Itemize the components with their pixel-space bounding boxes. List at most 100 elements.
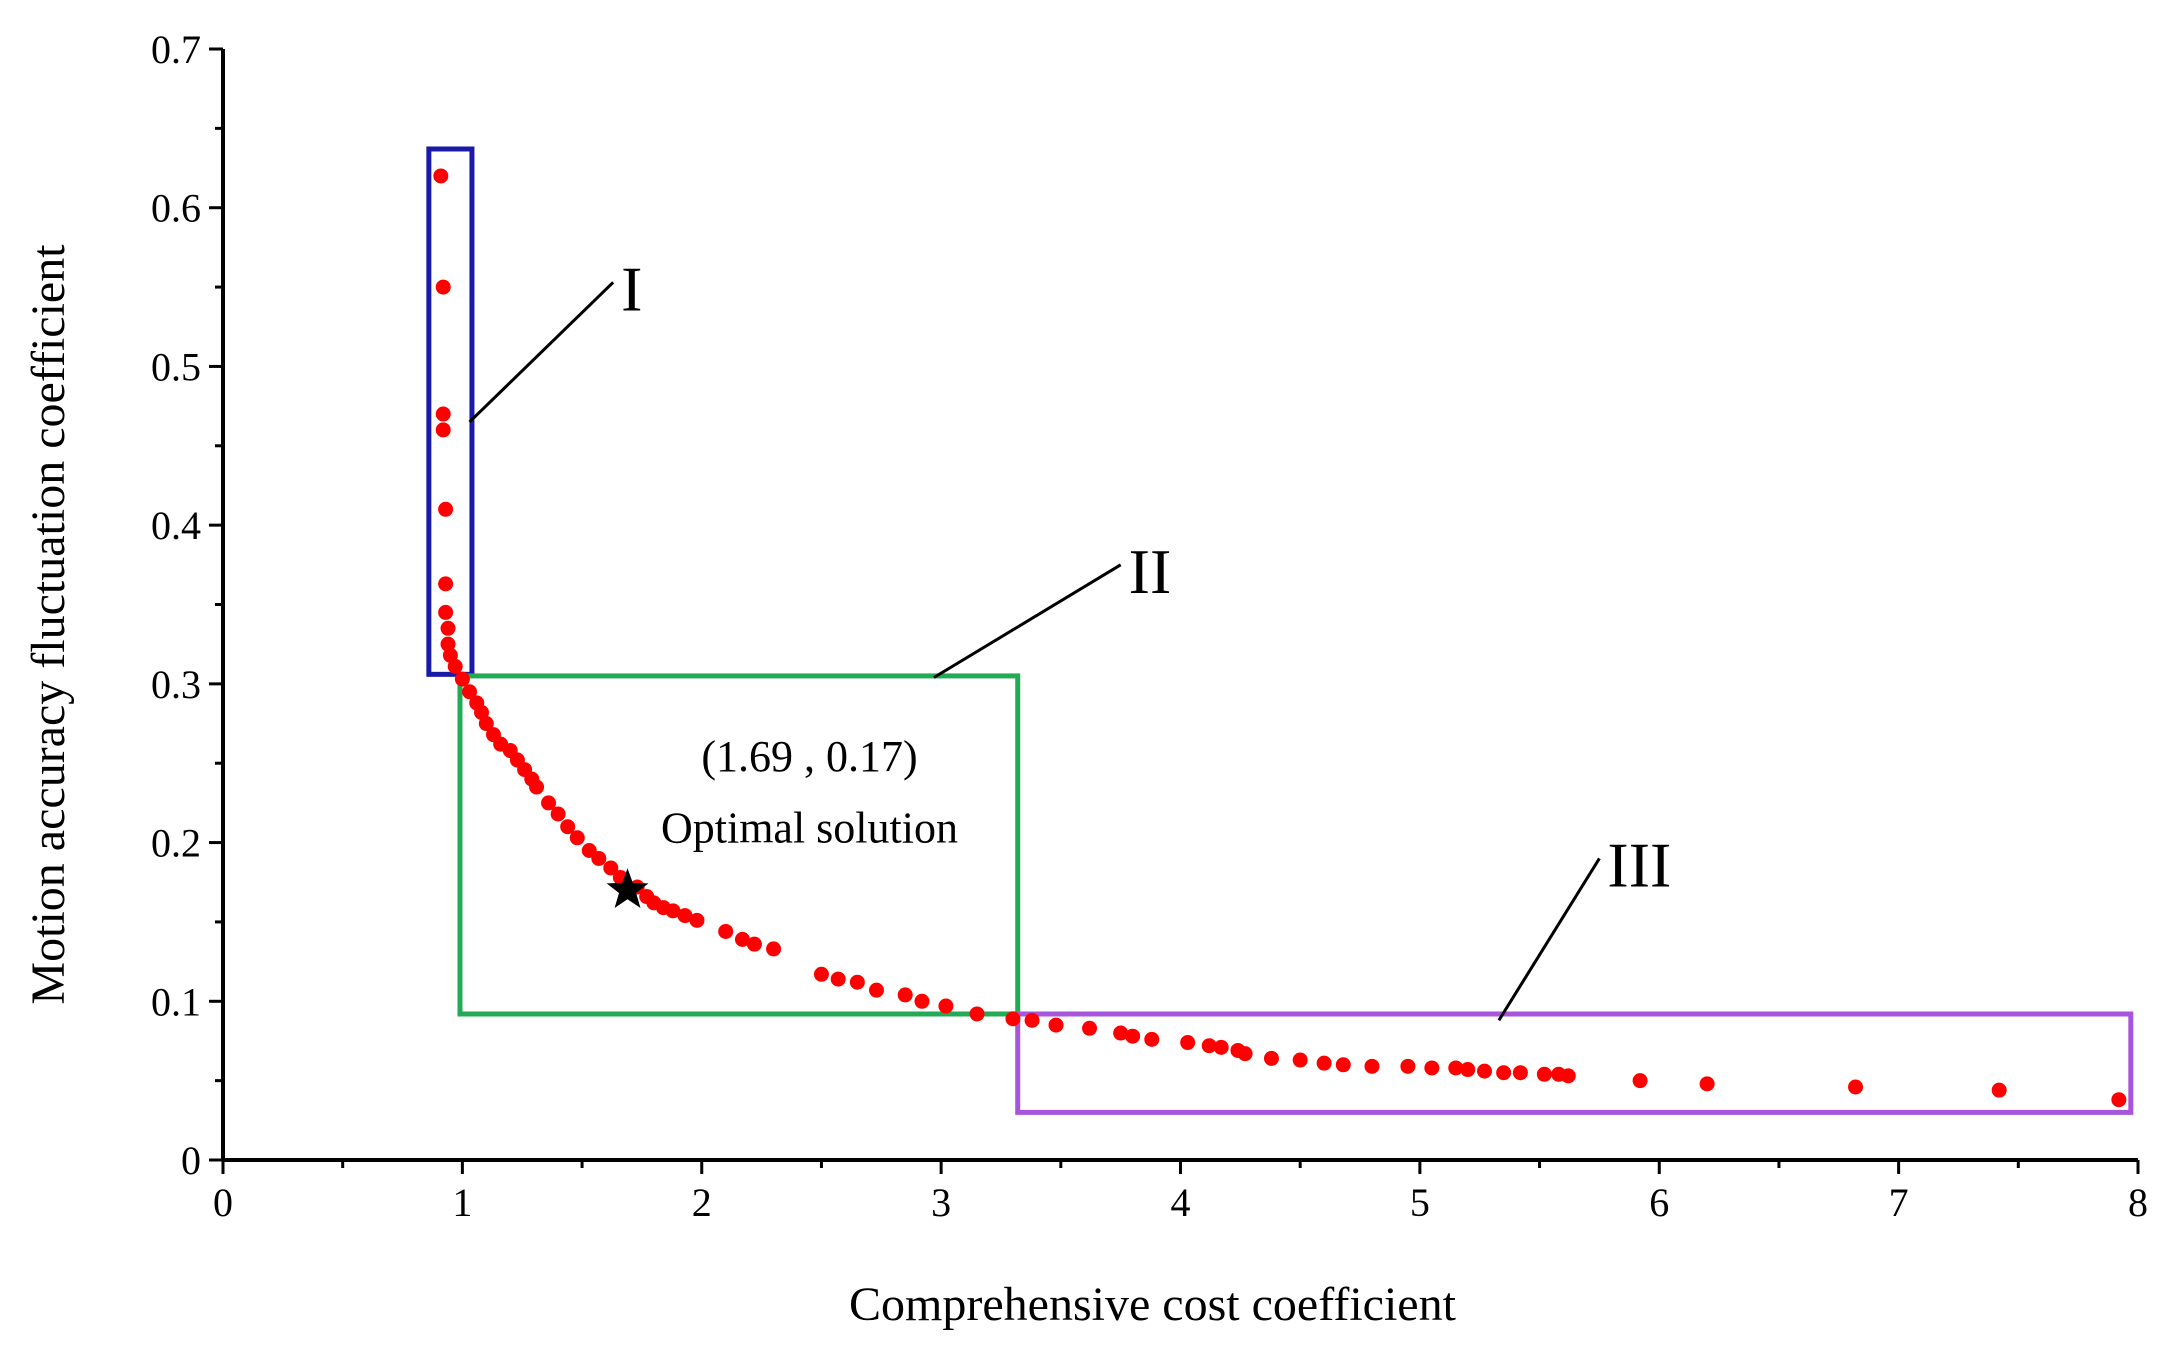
x-tick-label: 0 xyxy=(213,1180,233,1225)
y-tick-label: 0.4 xyxy=(151,503,201,548)
data-point xyxy=(1113,1025,1129,1041)
data-point xyxy=(665,903,681,919)
data-point xyxy=(969,1006,985,1022)
region-iii-label: III xyxy=(1607,829,1671,900)
x-tick-label: 8 xyxy=(2128,1180,2148,1225)
x-tick-label: 7 xyxy=(1889,1180,1909,1225)
data-point xyxy=(1477,1063,1493,1079)
y-tick-label: 0.7 xyxy=(151,27,201,72)
data-point xyxy=(1632,1073,1648,1089)
x-tick-label: 6 xyxy=(1649,1180,1669,1225)
y-tick-label: 0 xyxy=(181,1138,201,1183)
data-point xyxy=(541,795,557,811)
x-tick-label: 4 xyxy=(1171,1180,1191,1225)
x-tick-label: 2 xyxy=(692,1180,712,1225)
data-point xyxy=(560,819,576,835)
data-point xyxy=(1560,1068,1576,1084)
region-i-label: I xyxy=(621,253,642,324)
y-tick-label: 0.3 xyxy=(151,662,201,707)
optimal-solution: (1.69 , 0.17) Optimal solution xyxy=(606,732,958,908)
data-point xyxy=(868,982,884,998)
data-point xyxy=(1237,1046,1253,1062)
data-point xyxy=(438,576,454,592)
region-ii-label: II xyxy=(1129,536,1172,607)
data-point xyxy=(813,966,829,982)
data-point xyxy=(746,936,762,952)
data-point xyxy=(1448,1060,1464,1076)
region-iii-box xyxy=(1015,1011,2134,1115)
data-point xyxy=(1125,1028,1141,1044)
data-point xyxy=(438,501,454,517)
data-point xyxy=(2111,1092,2127,1108)
region-boxes xyxy=(426,146,2134,1115)
optimal-star-icon xyxy=(606,868,649,908)
x-axis-title: Comprehensive cost coefficient xyxy=(849,1278,1457,1331)
y-axis-title: Motion accuracy fluctuation coefficient xyxy=(22,244,75,1005)
data-point xyxy=(447,658,463,674)
x-tick-label: 1 xyxy=(452,1180,472,1225)
data-point xyxy=(550,806,566,822)
data-point xyxy=(1848,1079,1864,1095)
data-point xyxy=(849,974,865,990)
data-point xyxy=(435,279,451,295)
data-point xyxy=(1699,1076,1715,1092)
x-tick-label: 3 xyxy=(931,1180,951,1225)
y-tick-label: 0.6 xyxy=(151,186,201,231)
region-iii-leader-line xyxy=(1497,857,1601,1022)
data-point xyxy=(1024,1012,1040,1028)
x-tick-label: 5 xyxy=(1410,1180,1430,1225)
data-point xyxy=(435,422,451,438)
axis-ticks: 0 1 2 3 4 5 6 7 8 0 0.1 0.2 0.3 0.4 0.5 0.6 0.7 xyxy=(151,27,2148,1225)
optimal-solution-label: Optimal solution xyxy=(661,804,958,853)
data-point xyxy=(478,716,494,732)
data-point xyxy=(1180,1035,1196,1051)
data-point xyxy=(830,971,846,987)
data-point xyxy=(1536,1066,1552,1082)
data-point xyxy=(435,406,451,422)
data-point xyxy=(529,779,545,795)
optimal-coordinates-label: (1.69 , 0.17) xyxy=(701,732,917,781)
data-point xyxy=(1263,1050,1279,1066)
data-point xyxy=(569,830,585,846)
data-point xyxy=(1048,1017,1064,1033)
y-tick-label: 0.2 xyxy=(151,821,201,866)
data-point xyxy=(433,168,449,184)
data-point xyxy=(1460,1062,1476,1078)
data-point xyxy=(1496,1065,1512,1081)
data-point xyxy=(603,860,619,876)
region-ii-leader-line xyxy=(933,563,1122,679)
data-point xyxy=(914,993,930,1009)
data-point xyxy=(591,850,607,866)
data-point xyxy=(1082,1020,1098,1036)
data-point xyxy=(897,987,913,1003)
data-point xyxy=(1201,1038,1217,1054)
data-point xyxy=(454,671,470,687)
data-point xyxy=(1424,1060,1440,1076)
data-point xyxy=(1335,1057,1351,1073)
data-point xyxy=(734,931,750,947)
data-point xyxy=(1364,1058,1380,1074)
data-point xyxy=(689,912,705,928)
data-point xyxy=(1005,1011,1021,1027)
data-point xyxy=(766,941,782,957)
data-point xyxy=(462,684,478,700)
data-point xyxy=(1991,1082,2007,1098)
region-i-leader-line xyxy=(468,281,615,424)
y-tick-label: 0.5 xyxy=(151,344,201,389)
data-point xyxy=(438,604,454,620)
data-point xyxy=(718,923,734,939)
data-point xyxy=(1512,1065,1528,1081)
region-i-box xyxy=(426,146,475,677)
region-ii-box xyxy=(457,673,1021,1017)
data-point xyxy=(1144,1031,1160,1047)
data-point xyxy=(1213,1039,1229,1055)
data-point xyxy=(1400,1058,1416,1074)
data-points xyxy=(433,168,2127,1108)
y-tick-label: 0.1 xyxy=(151,979,201,1024)
data-point xyxy=(938,998,954,1014)
data-point xyxy=(677,908,693,924)
data-point xyxy=(440,620,456,636)
data-point xyxy=(1292,1052,1308,1068)
